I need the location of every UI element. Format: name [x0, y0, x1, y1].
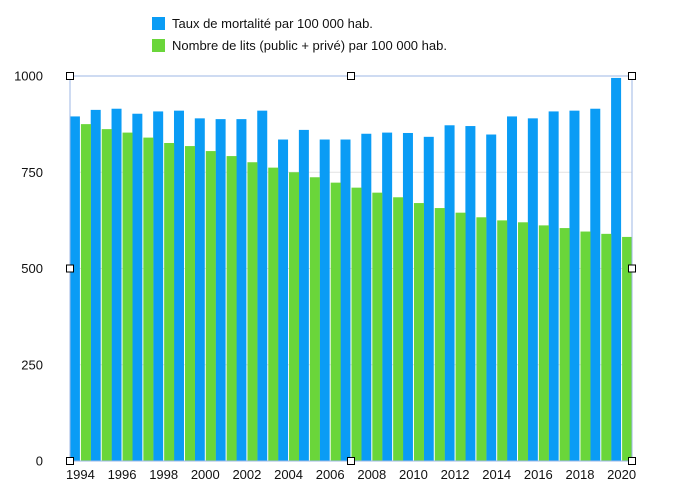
bar-mortality-2001	[215, 119, 226, 462]
bar-beds-2004	[289, 172, 300, 461]
bars	[69, 77, 633, 462]
bar-mortality-2014	[486, 134, 497, 461]
y-tick-label: 750	[21, 165, 43, 180]
bar-beds-2020	[622, 236, 633, 461]
bar-mortality-1999	[173, 110, 184, 462]
bar-mortality-2017	[548, 111, 559, 462]
bar-beds-2015	[518, 222, 529, 461]
bar-mortality-2011	[423, 136, 434, 461]
bar-beds-2002	[247, 162, 258, 462]
x-tick-label: 2008	[357, 467, 386, 482]
bar-beds-1997	[143, 137, 154, 461]
bar-mortality-1995	[90, 109, 101, 461]
y-axis-ticks: 0 250 500 750 1000	[14, 69, 43, 469]
bar-mortality-2003	[257, 110, 268, 462]
bar-mortality-2019	[590, 108, 601, 461]
bar-beds-2014	[497, 220, 508, 461]
bar-mortality-2008	[361, 133, 372, 461]
bar-mortality-2015	[507, 116, 518, 462]
bar-mortality-2010	[402, 132, 413, 462]
bar-mortality-2005	[298, 129, 309, 461]
bar-mortality-1997	[132, 113, 143, 461]
resize-handle[interactable]	[66, 264, 74, 273]
bar-beds-2017	[559, 228, 570, 461]
bar-mortality-2013	[465, 126, 476, 462]
bar-beds-1995	[101, 129, 112, 461]
resize-handle[interactable]	[628, 72, 636, 80]
bar-beds-2000	[205, 151, 216, 461]
bar-beds-2016	[538, 225, 549, 461]
legend-swatch-beds	[152, 39, 165, 52]
y-tick-label: 500	[21, 261, 43, 276]
x-axis-ticks: 1994 1996 1998 2000 2002 2004 2006 2008 2010 2012…	[66, 467, 636, 482]
resize-handle[interactable]	[628, 457, 636, 465]
y-tick-label: 250	[21, 357, 43, 372]
y-tick-label: 0	[36, 454, 43, 469]
x-tick-label: 2004	[274, 467, 303, 482]
bar-beds-2003	[268, 167, 279, 461]
x-tick-label: 2016	[524, 467, 553, 482]
x-tick-label: 2006	[316, 467, 345, 482]
bar-mortality-1998	[153, 111, 164, 462]
legend-label-mortality: Taux de mortalité par 100 000 hab.	[172, 16, 373, 31]
bar-mortality-2009	[382, 132, 393, 461]
bar-beds-2006	[330, 182, 341, 461]
x-tick-label: 2002	[232, 467, 261, 482]
x-tick-label: 2012	[441, 467, 470, 482]
bar-beds-2001	[226, 156, 237, 461]
bar-beds-2012	[455, 212, 466, 461]
gridlines	[70, 171, 632, 366]
y-tick-label: 1000	[14, 69, 43, 84]
bar-mortality-2004	[278, 139, 289, 461]
resize-handle[interactable]	[66, 457, 74, 465]
bar-mortality-2012	[444, 125, 455, 461]
bar-beds-2019	[601, 233, 612, 461]
bar-beds-2018	[580, 231, 591, 461]
resize-handle[interactable]	[66, 72, 74, 80]
bar-mortality-2007	[340, 139, 351, 461]
bar-beds-2011	[434, 208, 445, 461]
bar-beds-1998	[164, 142, 175, 462]
legend-swatch-mortality	[152, 17, 165, 30]
bar-beds-1994	[80, 124, 91, 461]
x-tick-label: 2014	[482, 467, 511, 482]
selection-handles[interactable]	[66, 72, 636, 465]
x-tick-label: 2018	[566, 467, 595, 482]
bar-beds-2005	[309, 177, 320, 461]
bar-beds-2013	[476, 217, 487, 461]
bar-beds-1999	[184, 146, 195, 461]
x-tick-label: 2020	[607, 467, 636, 482]
bar-beds-2009	[393, 197, 404, 461]
resize-handle[interactable]	[628, 264, 636, 273]
x-tick-label: 2000	[191, 467, 220, 482]
bar-mortality-2020	[611, 77, 622, 462]
x-tick-label: 2010	[399, 467, 428, 482]
x-tick-label: 1994	[66, 467, 95, 482]
bar-mortality-2000	[194, 118, 205, 461]
bar-mortality-2018	[569, 110, 580, 462]
legend-label-beds: Nombre de lits (public + privé) par 100 …	[172, 38, 447, 53]
bar-mortality-1994	[69, 116, 80, 462]
bar-mortality-2006	[319, 139, 330, 461]
bar-mortality-2016	[527, 118, 538, 461]
bar-mortality-2002	[236, 119, 247, 462]
resize-handle[interactable]	[347, 457, 355, 465]
x-tick-label: 1996	[108, 467, 137, 482]
bar-beds-2008	[372, 192, 383, 461]
resize-handle[interactable]	[347, 72, 355, 80]
bar-mortality-1996	[111, 108, 122, 461]
legend: Taux de mortalité par 100 000 hab. Nombr…	[152, 16, 447, 53]
bar-beds-2010	[413, 203, 424, 462]
x-tick-label: 1998	[149, 467, 178, 482]
bar-beds-2007	[351, 187, 362, 461]
bar-beds-1996	[122, 132, 133, 461]
